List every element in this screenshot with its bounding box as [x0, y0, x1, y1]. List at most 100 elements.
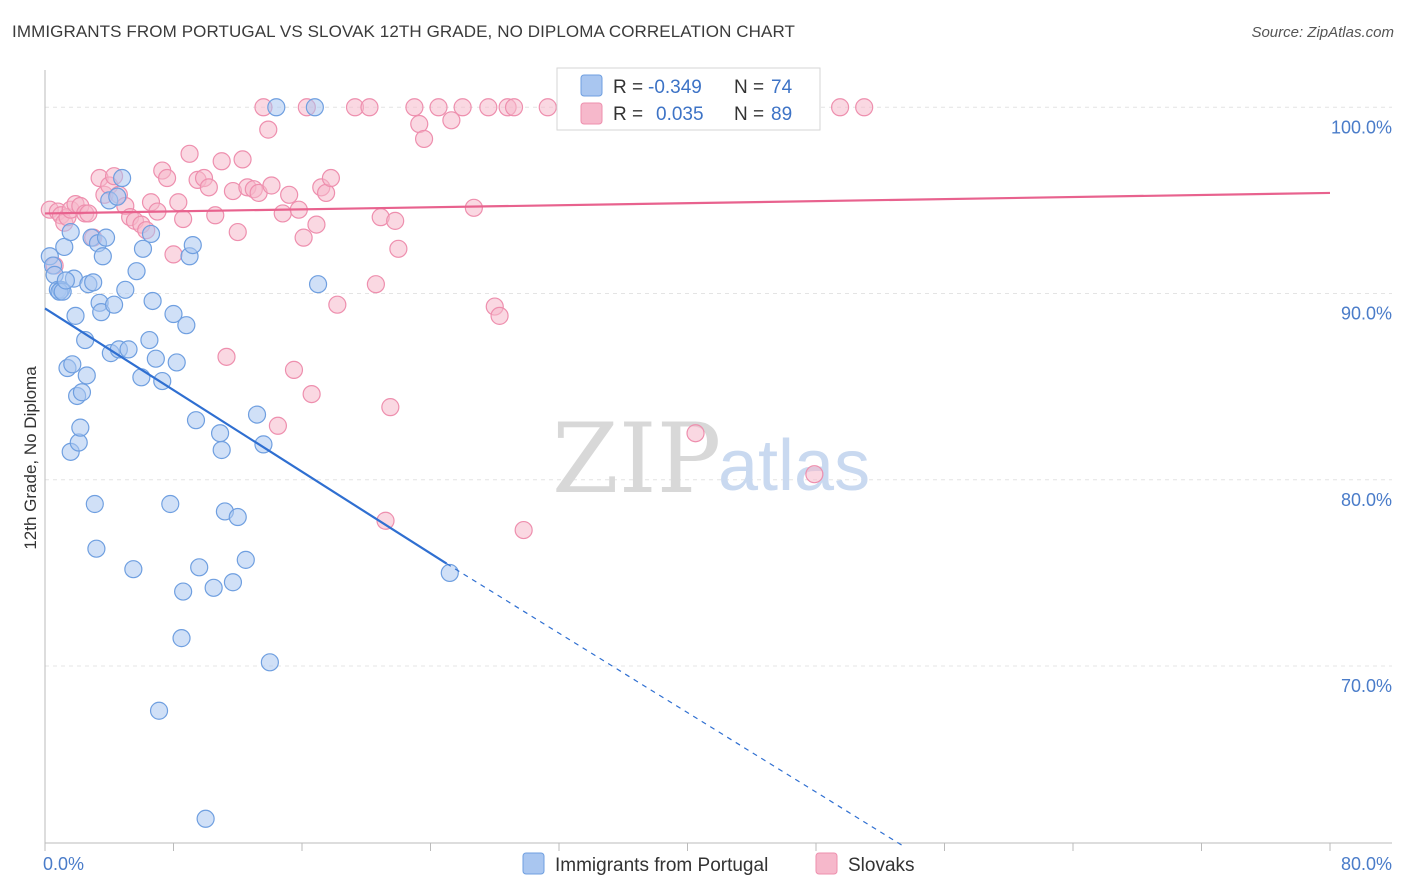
x-axis-tick-labels: 0.0% 80.0%: [43, 854, 1392, 874]
point-slovaks-77: [504, 98, 524, 117]
point-portugal-52: [183, 235, 202, 255]
point-portugal-73: [56, 271, 75, 290]
point-slovaks-69: [429, 98, 448, 117]
point-portugal-35: [119, 340, 138, 359]
watermark-atlas: atlas: [718, 426, 870, 506]
point-portugal-30: [104, 295, 124, 314]
bottom-legend-label-2: Slovaks: [848, 855, 915, 876]
point-slovaks-65: [389, 239, 408, 258]
point-slovaks-28: [174, 209, 193, 229]
point-portugal-46: [164, 304, 183, 324]
legend-r-label-2: R =: [613, 104, 643, 125]
point-portugal-50: [177, 316, 196, 335]
legend-n-value-1: 74: [771, 77, 793, 98]
y-tick-label-3: 100.0%: [1331, 117, 1392, 137]
point-slovaks-60: [366, 275, 385, 294]
point-portugal-48: [172, 629, 191, 648]
point-slovaks-79: [538, 98, 557, 117]
chart-title: IMMIGRANTS FROM PORTUGAL VS SLOVAK 12TH …: [12, 22, 796, 41]
trend-lines: [44, 191, 1331, 848]
point-portugal-49: [174, 582, 193, 601]
watermark-zip: ZIP: [552, 403, 721, 515]
series-legend: Immigrants from Portugal Slovaks: [522, 852, 915, 876]
point-portugal-39: [133, 239, 153, 258]
point-portugal-21: [85, 494, 104, 514]
y-tick-label-2: 90.0%: [1341, 304, 1392, 324]
point-slovaks-84: [686, 424, 705, 443]
point-slovaks-27: [169, 193, 188, 212]
point-slovaks-66: [405, 98, 424, 117]
point-slovaks-73: [479, 98, 498, 117]
point-portugal-34: [116, 280, 135, 299]
legend-n-label-1: N =: [734, 77, 764, 98]
point-slovaks-87: [830, 98, 850, 117]
legend-swatch-pink: [580, 102, 603, 125]
point-slovaks-62: [376, 511, 395, 530]
point-portugal-56: [204, 578, 223, 597]
point-slovaks-34: [212, 152, 231, 171]
point-portugal-63: [247, 405, 267, 424]
point-portugal-20: [84, 273, 103, 292]
point-slovaks-50: [294, 228, 313, 247]
point-slovaks-75: [490, 306, 509, 325]
point-portugal-26: [93, 247, 112, 266]
point-slovaks-57: [328, 295, 347, 314]
point-slovaks-56: [321, 168, 341, 188]
point-slovaks-63: [381, 398, 400, 417]
point-slovaks-44: [262, 176, 281, 195]
point-portugal-41: [141, 224, 161, 244]
point-portugal-65: [260, 653, 279, 672]
point-portugal-70: [149, 701, 169, 720]
point-portugal-8: [63, 355, 82, 374]
trend-line-pink: [44, 191, 1331, 215]
point-portugal-42: [143, 291, 162, 311]
point-portugal-43: [146, 349, 165, 368]
point-slovaks-32: [199, 178, 218, 197]
source-label: Source: ZipAtlas.com: [1251, 24, 1394, 41]
bottom-legend-label-1: Immigrants from Portugal: [555, 855, 768, 876]
point-portugal-31: [108, 187, 127, 206]
point-portugal-54: [190, 558, 209, 577]
point-slovaks-70: [442, 111, 461, 130]
point-portugal-27: [96, 228, 116, 247]
point-portugal-22: [87, 539, 106, 558]
point-portugal-11: [66, 306, 85, 325]
legend-n-value-2: 89: [771, 104, 792, 125]
point-portugal-40: [140, 330, 159, 350]
point-portugal-69: [440, 563, 459, 583]
point-portugal-14: [71, 418, 90, 437]
point-portugal-53: [186, 411, 206, 430]
point-portugal-68: [308, 275, 328, 294]
point-slovaks-25: [157, 168, 177, 188]
point-slovaks-88: [855, 98, 874, 117]
x-tick-label-0: 0.0%: [43, 854, 84, 874]
point-slovaks-46: [273, 204, 292, 223]
point-portugal-58: [212, 440, 231, 460]
point-slovaks-35: [217, 347, 236, 366]
point-portugal-37: [127, 262, 146, 281]
point-slovaks-52: [302, 385, 321, 404]
trend-line-blue: [44, 307, 448, 565]
point-slovaks-68: [414, 129, 434, 149]
point-slovaks-86: [805, 465, 824, 484]
point-portugal-67: [305, 98, 324, 117]
point-portugal-62: [236, 550, 255, 569]
point-portugal-33: [112, 168, 132, 188]
watermark: ZIP atlas: [552, 403, 870, 515]
point-portugal-38: [132, 368, 151, 387]
point-portugal-10: [61, 222, 80, 242]
point-slovaks-72: [464, 198, 483, 217]
point-slovaks-53: [307, 215, 326, 234]
point-portugal-55: [196, 809, 215, 828]
legend-r-value-1: -0.349: [648, 77, 702, 98]
y-tick-label-0: 70.0%: [1341, 676, 1392, 696]
point-portugal-47: [167, 353, 186, 372]
x-tick-label-1: 80.0%: [1341, 854, 1392, 874]
series-immigrants-from-portugal: [40, 98, 459, 828]
point-slovaks-48: [284, 360, 304, 379]
bottom-legend-swatch-blue: [522, 852, 545, 875]
point-portugal-15: [72, 383, 92, 402]
point-slovaks-64: [386, 211, 405, 230]
y-axis-label: 12th Grade, No Diploma: [21, 366, 40, 550]
